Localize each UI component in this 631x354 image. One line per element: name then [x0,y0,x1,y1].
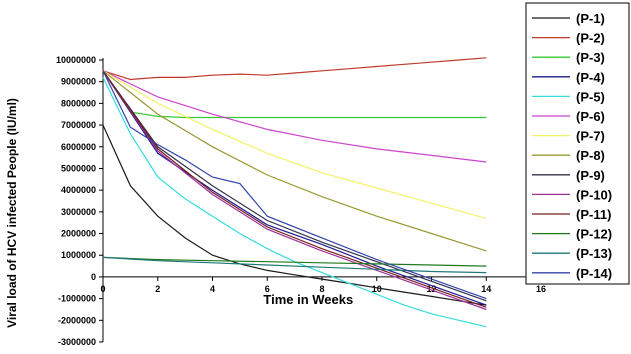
y-tick-label: 6000000 [61,142,96,152]
series-line-p11 [102,70,487,308]
series-lines [102,57,487,328]
legend-label: (P-14) [576,266,612,281]
y-tick-label: 2000000 [61,229,96,239]
x-tick-label: 10 [372,284,382,294]
legend-label: (P-9) [576,168,605,183]
legend-box [525,2,630,285]
series-line-p14 [102,70,487,300]
y-tick-label: -1000000 [58,294,96,304]
series-line-p9 [102,70,487,302]
plot-axes: 1000000090000008000000700000060000005000… [56,55,546,347]
legend-label: (P-1) [576,11,605,26]
x-tick-label: 2 [155,284,160,294]
series-line-p6 [102,70,487,163]
y-tick-label: -2000000 [58,315,96,325]
series-line-p7 [102,70,487,219]
series-line-p2 [102,57,487,81]
y-tick-label: 1000000 [61,250,96,260]
series-line-p3 [102,70,487,119]
legend-label: (P-5) [576,89,605,104]
legend-label: (P-13) [576,246,612,261]
y-axis-title: Viral load of HCV infected People (IU/ml… [5,98,19,328]
y-tick-label: 10000000 [56,55,96,65]
y-tick-label: 7000000 [61,120,96,130]
y-tick-label: -3000000 [58,337,96,347]
legend: (P-1) (P-2) (P-3) (P-4) (P-5) (P-6) (P-7) (P-8)… [525,2,630,285]
legend-label: (P-8) [576,148,605,163]
legend-label: (P-12) [576,227,612,242]
y-tick-label: 8000000 [61,98,96,108]
series-line-p8 [102,70,487,252]
legend-label: (P-10) [576,187,612,202]
y-tick-label: 4000000 [61,185,96,195]
x-tick-label: 12 [426,284,436,294]
series-line-p1 [102,124,487,306]
x-tick-label: 14 [481,284,491,294]
x-tick-label: 0 [100,284,105,294]
x-tick-label: 8 [319,284,324,294]
x-axis-title: Time in Weeks [263,292,353,307]
y-tick-label: 3000000 [61,207,96,217]
legend-label: (P-2) [576,31,605,46]
legend-label: (P-6) [576,109,605,124]
legend-label: (P-11) [576,207,611,222]
y-tick-label: 5000000 [61,163,96,173]
x-tick-label: 4 [210,284,215,294]
legend-label: (P-3) [576,50,605,65]
series-line-p12 [102,256,487,267]
y-tick-label: 0 [91,272,96,282]
series-line-p4 [102,70,487,306]
x-tick-label: 16 [536,284,546,294]
series-line-p13 [102,256,487,274]
legend-label: (P-7) [576,129,605,144]
x-tick-label: 6 [265,284,270,294]
y-tick-label: 9000000 [61,77,96,87]
legend-label: (P-4) [576,70,605,85]
series-line-p10 [102,70,487,311]
